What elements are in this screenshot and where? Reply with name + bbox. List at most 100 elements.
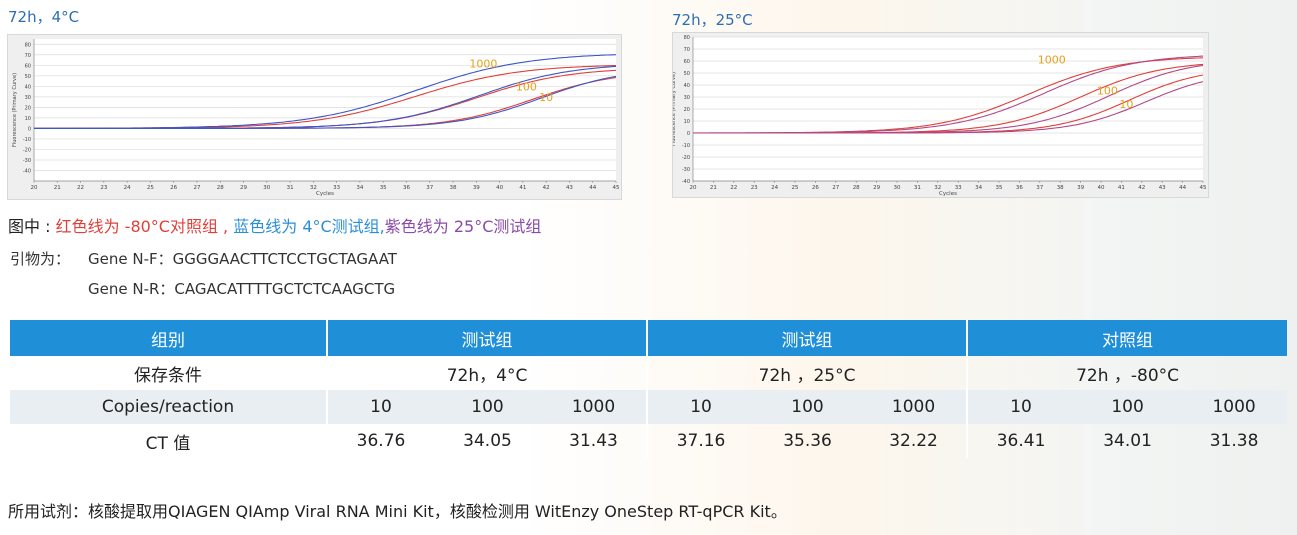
x-tick-label: 33 [955,185,962,191]
y-tick-label: 50 [684,71,690,77]
y-tick-label: 30 [684,95,690,101]
x-tick-label: 44 [589,185,596,191]
right-chart-title: 72h，25°C [672,11,753,29]
header-test-4c: 测试组 [327,320,649,356]
x-tick-label: 23 [751,185,758,191]
x-tick-label: 27 [832,185,839,191]
y-tick-label: -10 [682,143,690,149]
x-tick-label: 34 [975,185,982,191]
x-tick-label: 35 [996,185,1003,191]
curve-annotation: 10 [539,91,553,104]
y-tick-label: -10 [23,137,31,143]
y-axis-label: Fluorescence (Primary Curve) [12,73,18,147]
amplification-curve [34,75,617,129]
x-tick-label: 35 [380,185,387,191]
y-tick-label: 50 [25,74,31,80]
x-tick-label: 21 [54,185,61,191]
primer-label: 引物为： [10,250,71,268]
x-axis-label: Cycles [316,191,334,197]
table-row-condition: 保存条件 72h，4°C 72h ，25°C 72h ，-80°C [10,356,1288,390]
x-tick-label: 32 [934,185,941,191]
x-tick-label: 41 [1118,185,1125,191]
copies-cell: 10 [646,390,755,424]
copies-cell: 10 [326,390,434,424]
copies-cell: 100 [1074,390,1182,424]
x-tick-label: 30 [263,185,270,191]
ct-cell: 34.01 [1103,431,1152,451]
x-tick-label: 45 [1200,185,1207,191]
ct-cell: 37.16 [646,424,755,458]
x-tick-label: 24 [771,185,778,191]
ct-cell: 31.38 [1209,431,1259,451]
chart-panel-4c: 80 70 60 50 40 30 20 10 0 -10 -20 -30 -40 20 21 22 23 24 2… [7,34,622,200]
y-tick-label: 30 [25,95,31,101]
ct-cell: 36.41 [966,424,1075,458]
x-tick-label: 39 [473,185,480,191]
x-tick-label: 41 [519,185,526,191]
legend-blue: 蓝色线为 4°C测试组, [233,217,385,236]
x-tick-label: 40 [496,185,503,191]
primer-reverse-seq: Gene N-R：CAGACATTTTGCTCTCAAGCTG [88,280,396,298]
x-tick-label: 23 [100,185,107,191]
y-tick-label: 80 [25,42,31,48]
x-tick-label: 24 [124,185,131,191]
copies-cell: 1000 [861,390,968,424]
table-header-row: 组别 测试组 测试组 对照组 [10,320,1288,356]
table-row-ct: CT 值 36.76 34.05 31.43 37.16 35.36 32.22… [10,424,1287,458]
legend-red: 红色线为 -80°C对照组 , [55,217,234,236]
curve-annotation: 10 [1119,98,1133,111]
x-tick-label: 42 [1138,185,1145,191]
ct-results-table: 组别 测试组 测试组 对照组 保存条件 72h，4°C 72h ，25°C 72… [10,320,1288,458]
y-tick-label: -20 [682,155,690,161]
x-tick-label: 29 [873,185,880,191]
x-tick-label: 37 [1036,185,1043,191]
y-tick-label: -20 [23,147,31,153]
x-tick-label: 22 [730,185,737,191]
x-tick-label: 20 [690,185,697,191]
y-tick-label: 10 [25,116,31,122]
x-tick-label: 25 [792,185,799,191]
condition-25c: 72h ，25°C [646,356,968,390]
x-tick-label: 45 [613,185,620,191]
reagent-note: 所用试剂：核酸提取用QIAGEN QIAmp Viral RNA Mini Ki… [8,502,787,521]
y-tick-label: 0 [28,126,31,132]
condition-4c: 72h，4°C [325,356,648,390]
x-tick-label: 43 [1159,185,1166,191]
x-tick-label: 36 [1016,185,1023,191]
y-tick-label: -30 [682,167,690,173]
primer-forward-seq: Gene N-F：GGGGAACTTCTCCTGCTAGAAT [88,250,397,268]
y-tick-label: 60 [25,63,31,69]
x-tick-label: 27 [193,185,200,191]
chart-panel-25c: 80 70 60 50 40 30 20 10 0 -10 -20 -30 -40 20 21 22 23 24 2… [672,32,1209,198]
ct-cell: 31.43 [569,431,618,451]
left-chart-title: 72h，4°C [8,8,80,26]
copies-cell: 100 [754,390,862,424]
ct-cell: 35.36 [783,431,832,451]
x-tick-label: 42 [543,185,550,191]
x-tick-label: 26 [170,185,177,191]
y-tick-label: -40 [682,179,690,185]
curve-annotation: 1000 [469,57,497,70]
ct-cell: 34.05 [463,431,512,451]
x-tick-label: 29 [240,185,247,191]
curve-annotation: 100 [1097,85,1118,98]
amplification-curve [693,81,1204,134]
x-tick-label: 31 [914,185,921,191]
primer-forward: 引物为： Gene N-F：GGGGAACTTCTCCTGCTAGAAT [10,248,397,269]
curve-annotation: 1000 [1038,53,1066,66]
copies-label: Copies/reaction [10,390,327,424]
y-tick-label: 70 [25,53,31,59]
x-tick-label: 22 [77,185,84,191]
y-tick-label: 40 [25,84,31,90]
y-tick-label: 60 [684,59,690,65]
table-row-copies: Copies/reaction 10 100 1000 10 100 1000 … [10,390,1288,424]
x-tick-label: 36 [403,185,410,191]
x-tick-label: 31 [287,185,294,191]
copies-cell: 1000 [1181,390,1288,424]
x-tick-label: 39 [1077,185,1084,191]
y-axis-label: Fluorescence (Primary Curve) [673,72,677,146]
copies-cell: 1000 [541,390,648,424]
legend-purple: 紫色线为 25°C测试组 [384,217,542,236]
